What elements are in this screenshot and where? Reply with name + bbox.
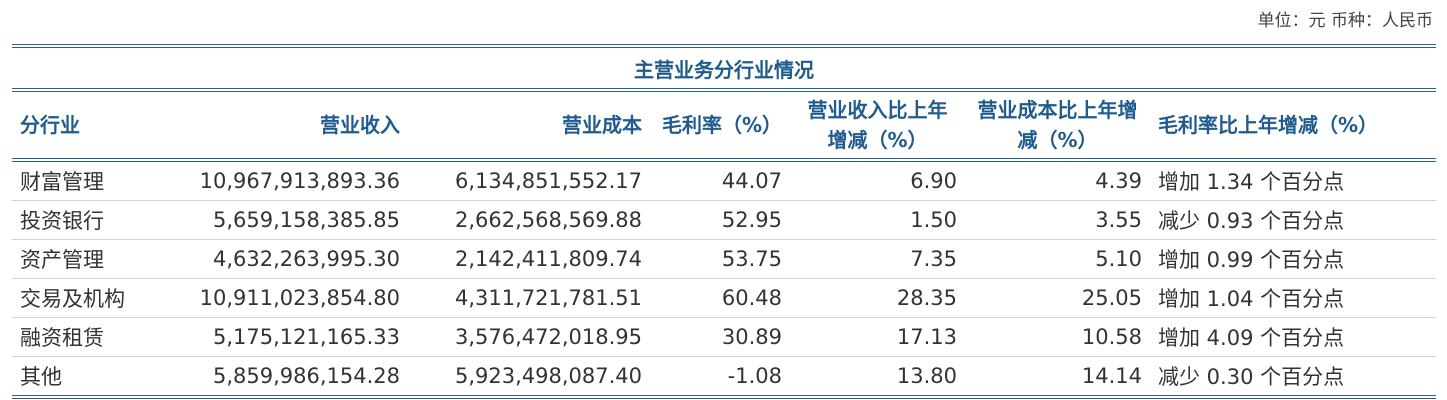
table-cell: 增加 0.99 个百分点: [1150, 239, 1436, 279]
industry-revenue-table: 主营业务分行业情况 分行业 营业收入 营业成本 毛利率（%） 营业收入比上年增减（%）营…: [12, 44, 1436, 399]
table-cell: 交易及机构: [12, 278, 162, 318]
table-cell: 6.90: [790, 160, 965, 201]
table-cell: 10,967,913,893.36: [162, 160, 408, 201]
table-row: 其他 5,859,986,154.28 5,923,498,087.40 -1.08 1…: [12, 356, 1436, 399]
table-cell: 44.07: [650, 160, 790, 201]
table-cell: 13.80: [790, 356, 965, 399]
header-cost-change: 营业成本比上年增减（%）: [965, 90, 1150, 162]
header-margin-change: 毛利率比上年增减（%）: [1150, 90, 1436, 162]
table-cell: 52.95: [650, 200, 790, 240]
table-cell: 6,134,851,552.17: [408, 160, 650, 201]
table-cell: 10.58: [965, 317, 1150, 357]
header-revenue: 营业收入: [162, 90, 408, 162]
table-row: 财富管理 10,967,913,893.36 6,134,851,552.17 44.…: [12, 160, 1436, 201]
table-cell: 1.50: [790, 200, 965, 240]
table-cell: 53.75: [650, 239, 790, 279]
table-cell: 增加 1.04 个百分点: [1150, 278, 1436, 318]
table-cell: 资产管理: [12, 239, 162, 279]
unit-label: 单位：元 币种：人民币: [1257, 11, 1433, 31]
table-cell: 4,311,721,781.51: [408, 278, 650, 318]
table-cell: 5,175,121,165.33: [162, 317, 408, 357]
table-cell: 5.10: [965, 239, 1150, 279]
table-cell: 4.39: [965, 160, 1150, 201]
table-cell: 减少 0.93 个百分点: [1150, 200, 1436, 240]
table-row: 投资银行 5,659,158,385.85 2,662,568,569.88 52.9…: [12, 200, 1436, 240]
header-industry: 分行业: [12, 90, 162, 162]
table-cell: 财富管理: [12, 160, 162, 201]
table-cell: 3,576,472,018.95: [408, 317, 650, 357]
table-cell: 14.14: [965, 356, 1150, 399]
table-cell: 28.35: [790, 278, 965, 318]
table-cell: 增加 1.34 个百分点: [1150, 160, 1436, 201]
table-cell: 7.35: [790, 239, 965, 279]
header-revenue-change: 营业收入比上年增减（%）: [790, 90, 965, 162]
table-cell: 2,142,411,809.74: [408, 239, 650, 279]
table-cell: -1.08: [650, 356, 790, 399]
table-cell: 投资银行: [12, 200, 162, 240]
table-cell: 2,662,568,569.88: [408, 200, 650, 240]
header-cost: 营业成本: [408, 90, 650, 162]
table-cell: 25.05: [965, 278, 1150, 318]
table-cell: 3.55: [965, 200, 1150, 240]
table-cell: 17.13: [790, 317, 965, 357]
table-cell: 5,859,986,154.28: [162, 356, 408, 399]
table-row: 资产管理 4,632,263,995.30 2,142,411,809.74 53.7…: [12, 239, 1436, 279]
table-cell: 融资租赁: [12, 317, 162, 357]
table-cell: 60.48: [650, 278, 790, 318]
table-cell: 增加 4.09 个百分点: [1150, 317, 1436, 357]
table-cell: 其他: [12, 356, 162, 399]
table-row: 融资租赁 5,175,121,165.33 3,576,472,018.95 30.8…: [12, 317, 1436, 357]
table-cell: 5,659,158,385.85: [162, 200, 408, 240]
table-row: 交易及机构 10,911,023,854.80 4,311,721,781.51 60…: [12, 278, 1436, 318]
table-cell: 4,632,263,995.30: [162, 239, 408, 279]
table-cell: 10,911,023,854.80: [162, 278, 408, 318]
header-gross-margin: 毛利率（%）: [650, 90, 790, 162]
table-cell: 30.89: [650, 317, 790, 357]
table-cell: 减少 0.30 个百分点: [1150, 356, 1436, 399]
table-cell: 5,923,498,087.40: [408, 356, 650, 399]
table-title: 主营业务分行业情况: [12, 44, 1436, 92]
